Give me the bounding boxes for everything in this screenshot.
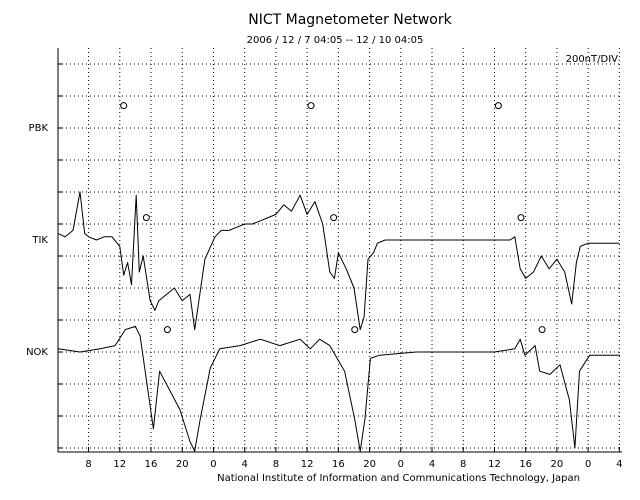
x-tick-label: 12 [113,459,126,470]
midnight-marker [120,102,128,110]
scale-label: 200nT/DIV [566,54,619,65]
x-tick-label: 20 [176,459,189,470]
station-label: NOK [26,347,48,358]
midnight-marker [330,214,338,222]
chart-subtitle: 2006 / 12 / 7 04:05 -- 12 / 10 04:05 [247,35,424,46]
x-tick-label: 16 [145,459,158,470]
chart-title: NICT Magnetometer Network [248,12,452,28]
x-tick-label: 4 [616,459,622,470]
midnight-marker [351,326,359,334]
x-tick-label: 20 [551,459,564,470]
x-tick-label: 8 [460,459,466,470]
x-tick-label: 16 [332,459,345,470]
x-tick-label: 16 [519,459,532,470]
midnight-marker [494,102,502,110]
x-tick-label: 0 [585,459,591,470]
station-label: PBK [29,123,49,134]
x-tick-label: 12 [488,459,501,470]
midnight-marker [517,214,525,222]
midnight-marker [538,326,546,334]
x-tick-label: 12 [301,459,314,470]
x-tick-label: 4 [241,459,247,470]
x-tick-label: 4 [429,459,435,470]
x-tick-label: 8 [273,459,279,470]
footer: National Institute of Information and Co… [217,473,580,484]
midnight-marker [163,326,171,334]
x-tick-label: 0 [210,459,216,470]
x-tick-label: 0 [398,459,404,470]
station-label: TIK [31,235,48,246]
trace-line [58,325,621,452]
x-tick-label: 8 [85,459,91,470]
x-tick-label: 20 [363,459,376,470]
midnight-marker [307,102,315,110]
trace-line [57,191,620,331]
midnight-marker [142,214,150,222]
